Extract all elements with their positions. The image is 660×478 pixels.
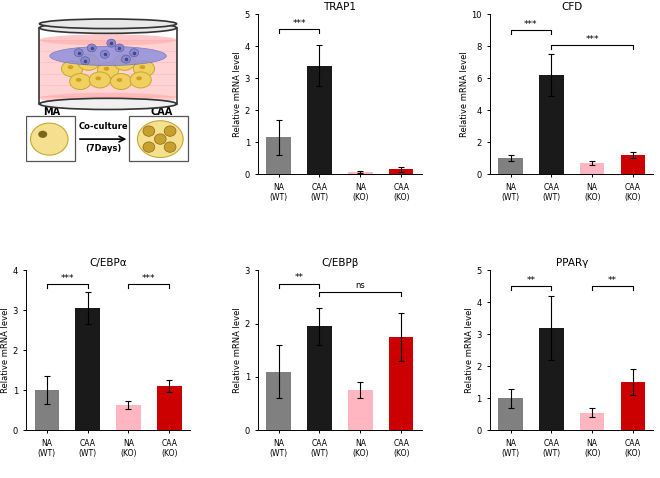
Ellipse shape [114, 54, 135, 70]
Bar [498, 158, 523, 174]
Ellipse shape [61, 61, 82, 77]
Ellipse shape [136, 76, 142, 80]
Bar [580, 413, 605, 430]
Ellipse shape [133, 61, 154, 77]
Ellipse shape [40, 93, 177, 104]
Ellipse shape [115, 44, 124, 52]
Bar [116, 405, 141, 430]
Bar [308, 65, 332, 174]
Bar [621, 382, 645, 430]
Ellipse shape [74, 49, 83, 57]
Y-axis label: Relative mRNA level: Relative mRNA level [233, 52, 242, 137]
Text: **: ** [527, 276, 535, 285]
Bar [498, 398, 523, 430]
Ellipse shape [70, 74, 91, 89]
Title: PPARγ: PPARγ [556, 258, 588, 268]
Ellipse shape [40, 34, 177, 45]
Bar [389, 170, 413, 174]
Ellipse shape [30, 123, 68, 155]
FancyBboxPatch shape [129, 116, 188, 162]
Bar [348, 172, 372, 174]
Bar [267, 371, 291, 430]
Ellipse shape [129, 49, 139, 57]
Ellipse shape [154, 134, 166, 144]
Ellipse shape [107, 39, 115, 47]
Bar [157, 386, 182, 430]
Bar [267, 138, 291, 174]
Ellipse shape [121, 55, 131, 63]
Ellipse shape [137, 121, 183, 157]
Text: Co-culture: Co-culture [79, 122, 128, 131]
Text: **: ** [608, 276, 617, 285]
Ellipse shape [84, 59, 90, 63]
Ellipse shape [67, 65, 73, 69]
Ellipse shape [78, 54, 99, 70]
Text: ***: *** [61, 274, 74, 283]
Text: ***: *** [292, 19, 306, 28]
Ellipse shape [120, 59, 125, 63]
Ellipse shape [117, 78, 122, 82]
Ellipse shape [143, 142, 154, 152]
Ellipse shape [143, 126, 154, 136]
Bar [539, 75, 564, 174]
Text: (7Days): (7Days) [85, 144, 121, 153]
Text: ***: *** [524, 20, 538, 29]
Bar [580, 163, 605, 174]
Title: TRAP1: TRAP1 [323, 2, 356, 12]
Bar [75, 308, 100, 430]
Ellipse shape [100, 50, 110, 58]
FancyBboxPatch shape [40, 40, 177, 98]
Ellipse shape [164, 142, 176, 152]
Bar [539, 328, 564, 430]
Bar [621, 155, 645, 174]
Ellipse shape [50, 46, 166, 65]
Ellipse shape [110, 74, 132, 89]
Y-axis label: Relative mRNA level: Relative mRNA level [1, 307, 10, 393]
Y-axis label: Relative mRNA level: Relative mRNA level [459, 52, 469, 137]
Title: C/EBPα: C/EBPα [89, 258, 127, 268]
Ellipse shape [40, 19, 177, 29]
Y-axis label: Relative mRNA level: Relative mRNA level [233, 307, 242, 393]
Ellipse shape [40, 22, 177, 33]
Text: CAA: CAA [150, 107, 173, 117]
Text: **: ** [294, 273, 304, 282]
Text: ***: *** [142, 274, 156, 283]
Ellipse shape [96, 76, 101, 80]
Title: C/EBPβ: C/EBPβ [321, 258, 358, 268]
Ellipse shape [164, 126, 176, 136]
Ellipse shape [76, 78, 81, 82]
Bar [389, 337, 413, 430]
Text: ns: ns [356, 282, 365, 290]
Ellipse shape [130, 72, 151, 88]
Ellipse shape [104, 67, 110, 71]
Ellipse shape [87, 44, 96, 52]
Ellipse shape [38, 130, 48, 138]
Ellipse shape [98, 62, 119, 78]
Text: MA: MA [43, 107, 60, 117]
Bar [348, 390, 372, 430]
Ellipse shape [40, 98, 177, 109]
Text: ***: *** [585, 34, 599, 43]
Bar [308, 326, 332, 430]
Ellipse shape [139, 65, 145, 69]
Title: CFD: CFD [561, 2, 582, 12]
Ellipse shape [81, 57, 90, 65]
Y-axis label: Relative mRNA level: Relative mRNA level [465, 307, 474, 393]
Bar [34, 390, 59, 430]
Ellipse shape [89, 72, 110, 88]
FancyBboxPatch shape [26, 116, 75, 162]
